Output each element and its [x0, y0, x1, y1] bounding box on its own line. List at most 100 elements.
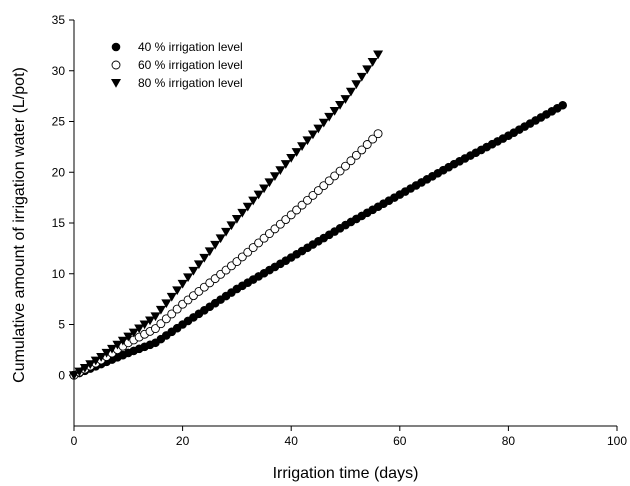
data-point	[242, 202, 253, 212]
legend-label: 60 % irrigation level	[138, 58, 243, 72]
data-point	[280, 160, 291, 169]
data-point	[237, 208, 248, 218]
x-tick-label: 80	[502, 434, 516, 448]
data-point	[128, 328, 139, 338]
data-point	[286, 154, 297, 163]
data-point	[357, 145, 367, 155]
data-point	[107, 344, 118, 354]
data-point	[351, 80, 362, 90]
data-point	[161, 314, 171, 324]
x-tick-label: 0	[71, 434, 78, 448]
data-point	[319, 181, 329, 191]
legend-marker	[111, 79, 121, 88]
data-point	[145, 316, 156, 326]
data-point	[90, 356, 101, 366]
data-point	[340, 95, 351, 104]
data-point	[324, 112, 335, 122]
data-point	[308, 190, 318, 200]
x-tick-label: 40	[285, 434, 299, 448]
data-point	[177, 279, 188, 289]
data-point	[318, 118, 329, 128]
data-point	[69, 371, 79, 380]
data-point	[373, 129, 383, 139]
data-point	[79, 363, 90, 373]
data-point	[117, 336, 128, 346]
data-point	[303, 195, 312, 205]
data-point	[297, 200, 307, 210]
data-point	[362, 140, 372, 149]
y-tick-label: 10	[52, 267, 66, 281]
y-tick-label: 0	[58, 368, 65, 382]
data-point	[155, 305, 166, 315]
data-point	[188, 266, 199, 276]
data-point	[373, 50, 384, 60]
data-point	[356, 72, 367, 82]
data-point	[112, 340, 123, 350]
data-point	[253, 190, 264, 200]
data-point	[101, 348, 112, 358]
legend-label: 80 % irrigation level	[138, 76, 243, 90]
data-point	[139, 320, 150, 330]
series-3	[69, 50, 384, 380]
data-point	[335, 101, 346, 110]
data-point	[307, 130, 318, 140]
y-ticks: 0 5 10 15 20 25 30 35	[52, 13, 74, 382]
data-point	[231, 214, 242, 224]
data-point	[183, 273, 194, 283]
data-point	[123, 332, 134, 342]
legend-label: 40 % irrigation level	[138, 40, 243, 54]
x-axis-title: Irrigation time (days)	[273, 465, 419, 482]
data-point	[351, 150, 361, 160]
data-point	[302, 136, 313, 146]
data-point	[150, 324, 160, 334]
data-point	[74, 367, 85, 377]
data-point	[275, 166, 286, 175]
x-tick-label: 100	[607, 434, 627, 448]
data-point	[172, 286, 183, 296]
y-tick-label: 30	[52, 64, 66, 78]
data-point	[259, 184, 270, 194]
data-point	[166, 292, 177, 302]
data-point	[215, 234, 226, 244]
data-point	[96, 352, 107, 362]
series-layer	[69, 50, 568, 380]
y-tick-label: 5	[58, 318, 65, 332]
data-point	[329, 106, 340, 116]
data-point	[345, 87, 356, 97]
x-tick-label: 60	[393, 434, 407, 448]
data-point	[264, 178, 275, 188]
data-point	[221, 227, 232, 237]
data-point	[367, 57, 378, 67]
data-point	[269, 172, 280, 182]
data-point	[156, 319, 166, 329]
data-point	[335, 166, 345, 176]
legend-marker	[111, 42, 121, 52]
data-point	[292, 205, 302, 215]
data-point	[85, 360, 96, 370]
data-point	[199, 253, 210, 263]
data-point	[286, 210, 296, 220]
data-point	[134, 324, 145, 334]
data-point	[167, 309, 177, 319]
data-point	[291, 148, 302, 157]
x-tick-label: 20	[176, 434, 190, 448]
legend-marker	[111, 60, 121, 70]
data-point	[324, 176, 334, 186]
data-point	[368, 134, 378, 144]
data-point	[226, 221, 237, 231]
data-point	[193, 260, 204, 270]
y-tick-label: 35	[52, 13, 66, 27]
data-point	[297, 142, 308, 152]
data-point	[313, 124, 324, 134]
y-axis-title: Cumulative amount of irrigation water (L…	[11, 67, 28, 383]
data-point	[210, 240, 221, 250]
x-ticks: 0 20 40 60 80 100	[71, 426, 627, 448]
data-point	[313, 186, 323, 195]
data-point	[161, 299, 172, 309]
data-point	[558, 100, 568, 110]
data-point	[150, 312, 161, 322]
legend: 40 % irrigation level 60 % irrigation lev…	[111, 40, 243, 90]
y-tick-label: 15	[52, 216, 66, 230]
data-point	[362, 65, 373, 75]
